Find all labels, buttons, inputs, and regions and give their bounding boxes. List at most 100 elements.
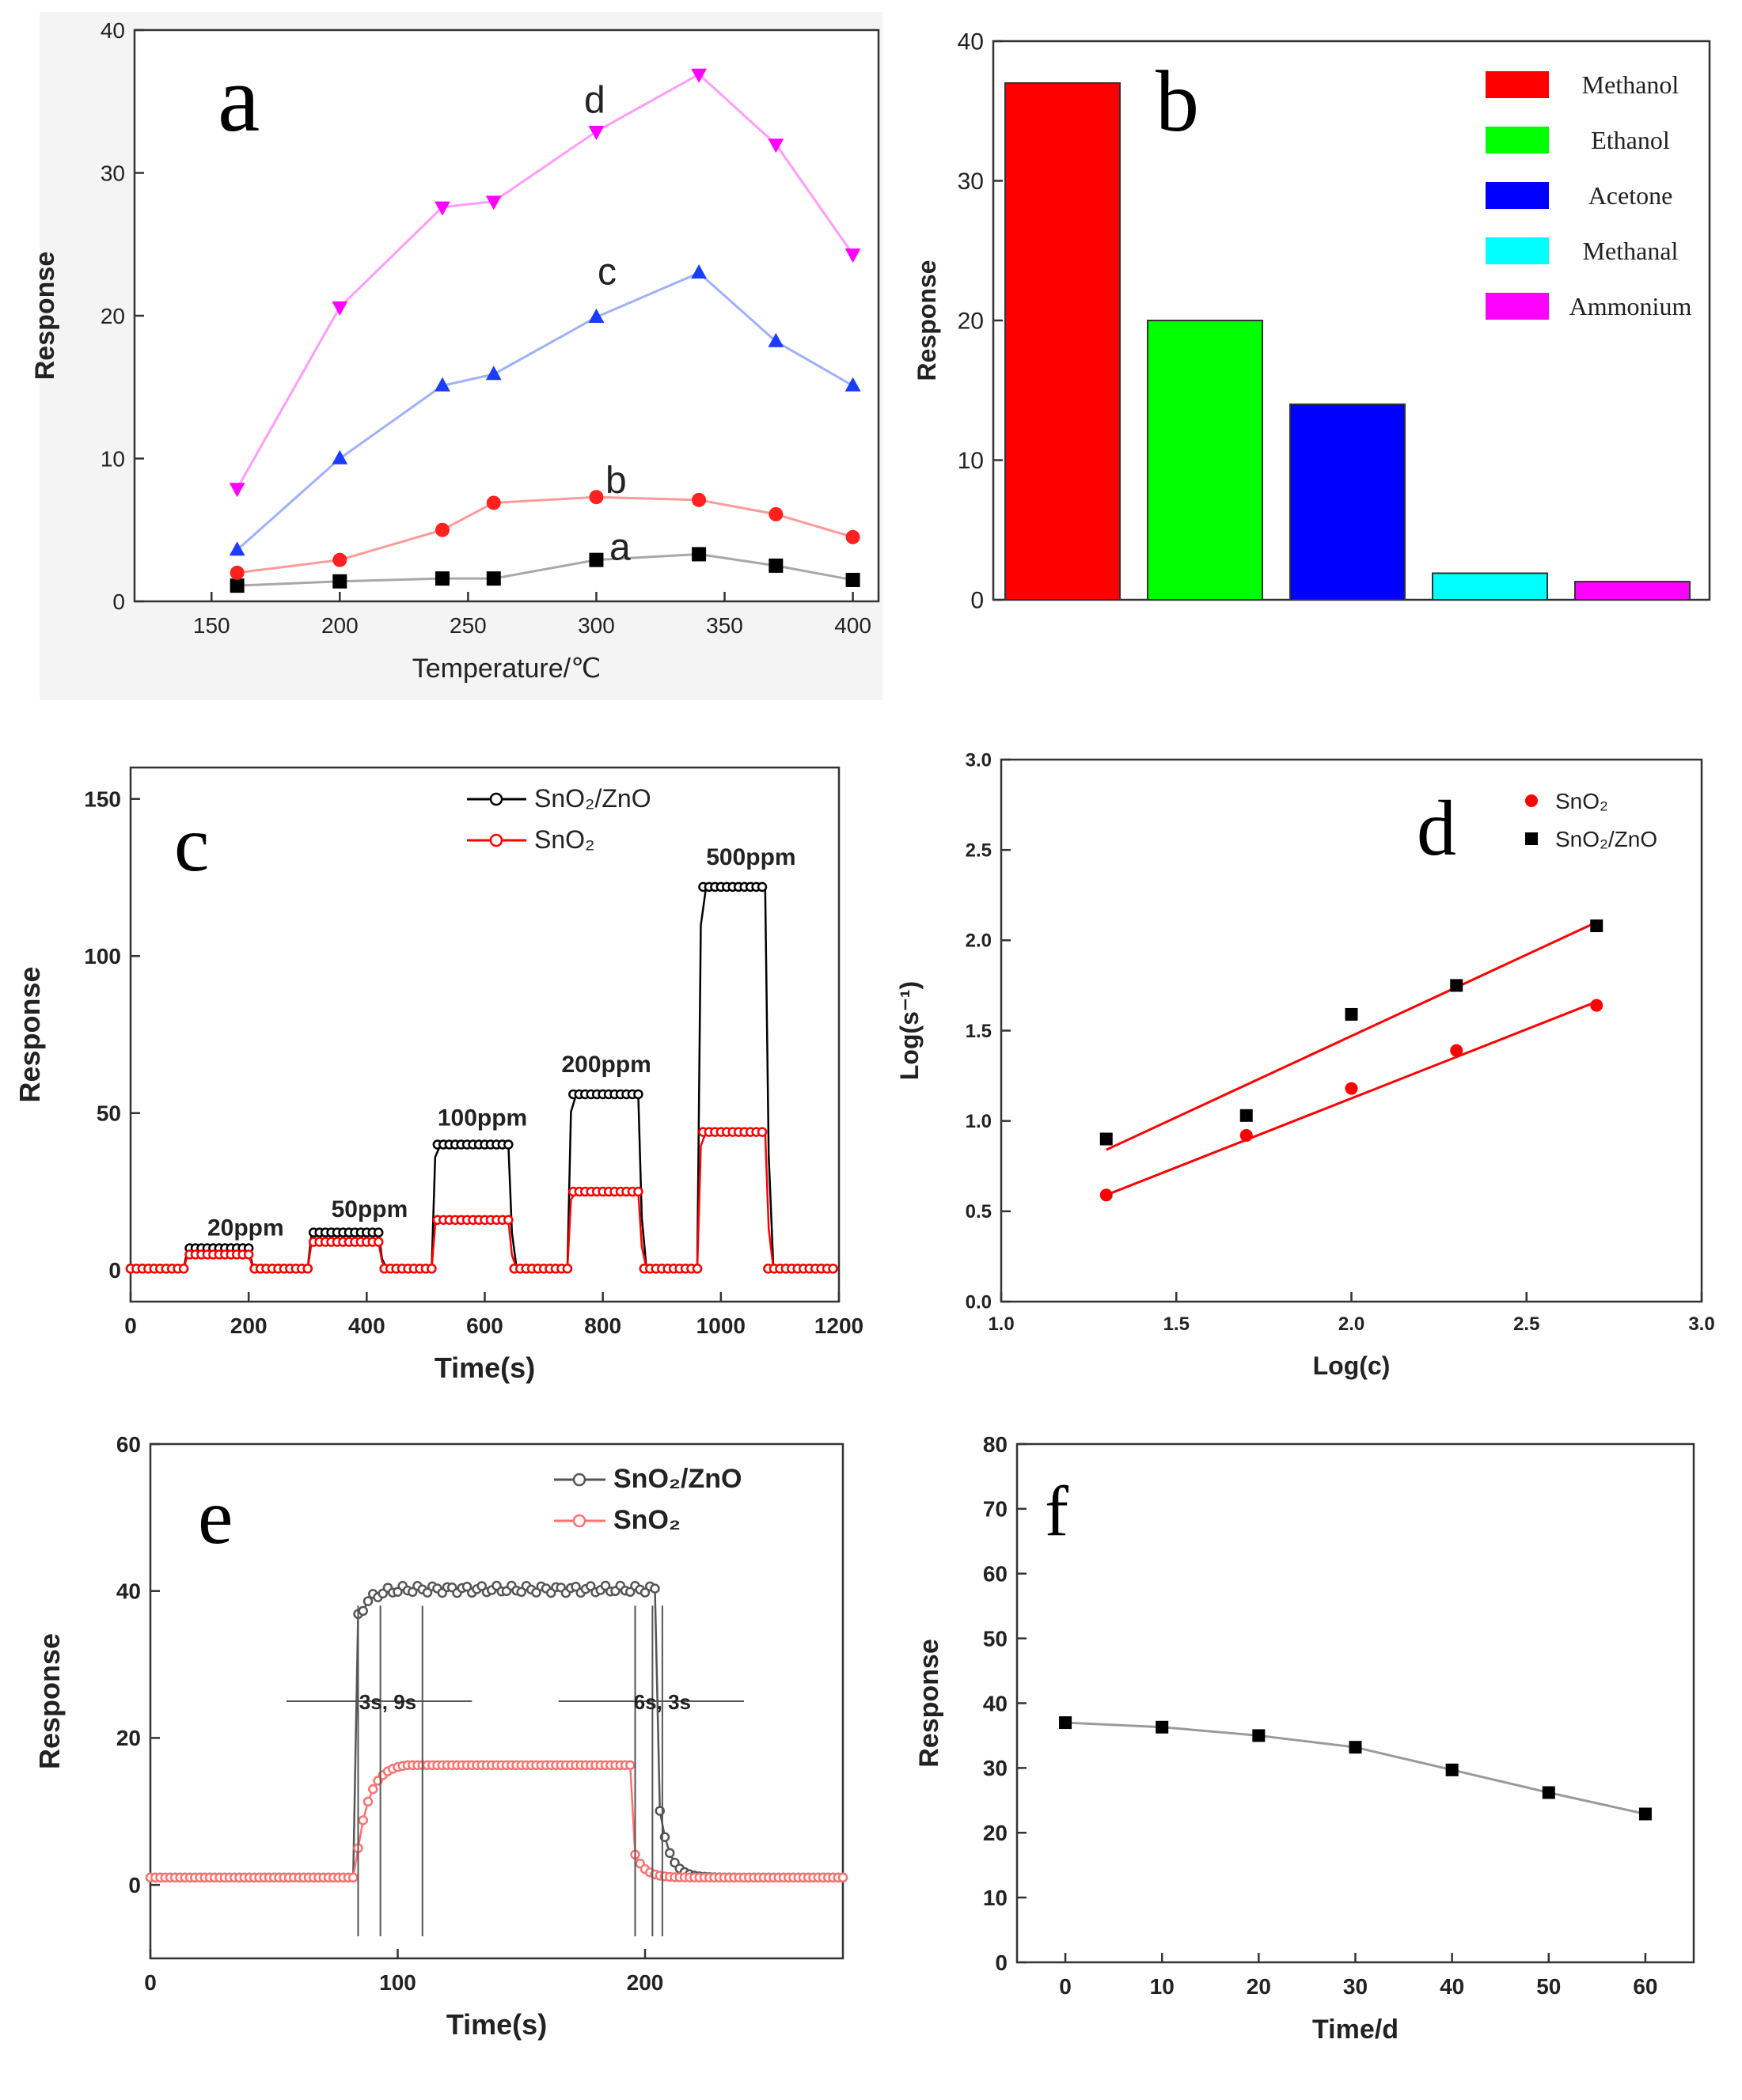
c-marker [503, 1215, 514, 1226]
f-point [1252, 1729, 1266, 1742]
chart-b-svg: 0 10 20 30 40 Response Methanol Ethanol Acetone M… [913, 29, 1711, 614]
d-point [1450, 979, 1463, 992]
a-panel-label: a [218, 46, 260, 151]
f-point [1349, 1741, 1362, 1754]
e-legend-marker [572, 1514, 586, 1528]
f-point [1638, 1807, 1652, 1821]
d-x-tick-label: 1.0 [988, 1313, 1014, 1335]
a-point-d [485, 195, 502, 210]
d-y-tick-label: 0.0 [966, 1291, 992, 1313]
e-marker [422, 1587, 433, 1598]
f-x-tick-label: 20 [1247, 1974, 1271, 1999]
c-marker [302, 1264, 313, 1274]
a-point-d [588, 125, 605, 140]
a-point-b [845, 529, 860, 544]
b-legend-swatch [1486, 237, 1549, 264]
f-point [1445, 1763, 1459, 1776]
f-x-tick-label: 40 [1440, 1974, 1464, 1999]
e-marker [362, 1796, 374, 1807]
b-y-tick-label: 0 [970, 588, 984, 614]
c-y-tick-label: 150 [84, 787, 121, 812]
c-y-tick-label: 100 [84, 944, 121, 969]
chart-a-svg: 150 200 250 300 350 400 0 10 20 30 40 Temperature/℃… [30, 12, 882, 700]
a-x-axis-label: Temperature/℃ [412, 654, 602, 684]
chart-d-svg: 1.0 1.5 2.0 2.5 3.0 0.0 0.5 1.0 1.5 2.0 2.5 3.0 Log(… [895, 749, 1715, 1380]
b-legend-swatch [1486, 71, 1549, 98]
a-point-a [589, 552, 604, 567]
d-panel-label: d [1417, 784, 1456, 872]
a-point-c [332, 449, 348, 464]
a-point-c [588, 309, 605, 324]
d-y-tick-label: 2.5 [966, 840, 992, 862]
f-x-tick-label: 0 [1059, 1974, 1072, 1999]
a-y-tick-label: 20 [101, 304, 125, 328]
a-point-a [845, 572, 860, 587]
b-legend-swatch [1486, 127, 1549, 154]
a-x-tick-label: 150 [193, 613, 230, 638]
e-series-line [150, 1584, 843, 1879]
d-fit-line [1106, 921, 1597, 1151]
chart-c-svg: 0 200 400 600 800 1000 1200 0 50 100 150 Time(s) Res… [13, 766, 863, 1384]
f-y-tick-label: 0 [995, 1950, 1008, 1975]
d-legend-marker [1525, 832, 1538, 845]
b-legend-swatch [1486, 182, 1549, 209]
d-point [1590, 999, 1603, 1012]
b-bar-acetone [1289, 403, 1406, 601]
a-x-tick-label: 300 [578, 613, 615, 638]
e-marker [368, 1783, 378, 1795]
c-panel-label: c [174, 800, 209, 888]
a-y-tick-label: 30 [101, 161, 125, 185]
d-y-tick-label: 1.5 [966, 1021, 992, 1042]
e-y-tick-label: 0 [128, 1873, 141, 1897]
a-point-d [332, 301, 348, 316]
f-x-tick-label: 30 [1343, 1974, 1368, 1999]
c-marker [633, 1186, 643, 1197]
a-series-line-c [236, 271, 854, 552]
a-point-c [768, 332, 784, 347]
d-point [1099, 1188, 1113, 1202]
e-marker [408, 1586, 418, 1598]
e-marker [625, 1586, 636, 1598]
d-point [1239, 1128, 1253, 1142]
e-annotation: 3s, 9s [359, 1690, 416, 1714]
c-marker [633, 1089, 643, 1100]
c-annotation: 500ppm [706, 844, 795, 870]
c-marker [374, 1237, 384, 1247]
a-point-d [844, 248, 861, 263]
a-y-tick-label: 10 [101, 446, 125, 471]
chart-f-svg: 0 10 20 30 40 50 60 0 10 20 30 40 50 60 70 80 Time/d Resp… [914, 1432, 1695, 2045]
e-x-tick-label: 200 [627, 1970, 664, 1995]
b-y-tick-label: 20 [958, 309, 984, 335]
b-y-tick-label: 10 [958, 448, 984, 474]
f-x-axis-label: Time/d [1312, 2015, 1399, 2045]
d-point [1590, 919, 1603, 933]
b-legend-label: Ethanol [1591, 126, 1670, 154]
f-y-tick-label: 10 [983, 1886, 1008, 1910]
e-marker [625, 1760, 636, 1771]
b-y-axis-label: Response [913, 260, 941, 381]
d-point [1345, 1007, 1358, 1021]
f-x-tick-label: 60 [1633, 1974, 1657, 1999]
f-series-line [1065, 1721, 1646, 1815]
a-series-label-b: b [605, 460, 627, 502]
f-x-tick-label: 50 [1536, 1974, 1561, 1999]
a-series-label-a: a [609, 527, 631, 569]
a-point-d [691, 68, 708, 83]
a-point-b [332, 552, 347, 567]
d-x-axis-label: Log(c) [1313, 1351, 1391, 1380]
a-series-label-d: d [584, 80, 605, 122]
a-series-line-a [237, 552, 853, 587]
f-y-tick-label: 60 [983, 1562, 1008, 1586]
a-x-tick-label: 250 [450, 613, 487, 638]
b-legend-label: Ammonium [1569, 292, 1692, 320]
e-marker [639, 1587, 651, 1598]
e-y-axis-label: Response [33, 1633, 66, 1769]
e-marker [586, 1581, 596, 1591]
e-marker [650, 1583, 660, 1594]
e-y-tick-label: 60 [116, 1432, 141, 1457]
a-point-d [768, 138, 784, 154]
e-marker [358, 1815, 368, 1825]
a-x-tick-label: 400 [834, 613, 871, 638]
a-point-b [692, 492, 707, 507]
e-annotation: 6s, 3s [634, 1690, 691, 1714]
